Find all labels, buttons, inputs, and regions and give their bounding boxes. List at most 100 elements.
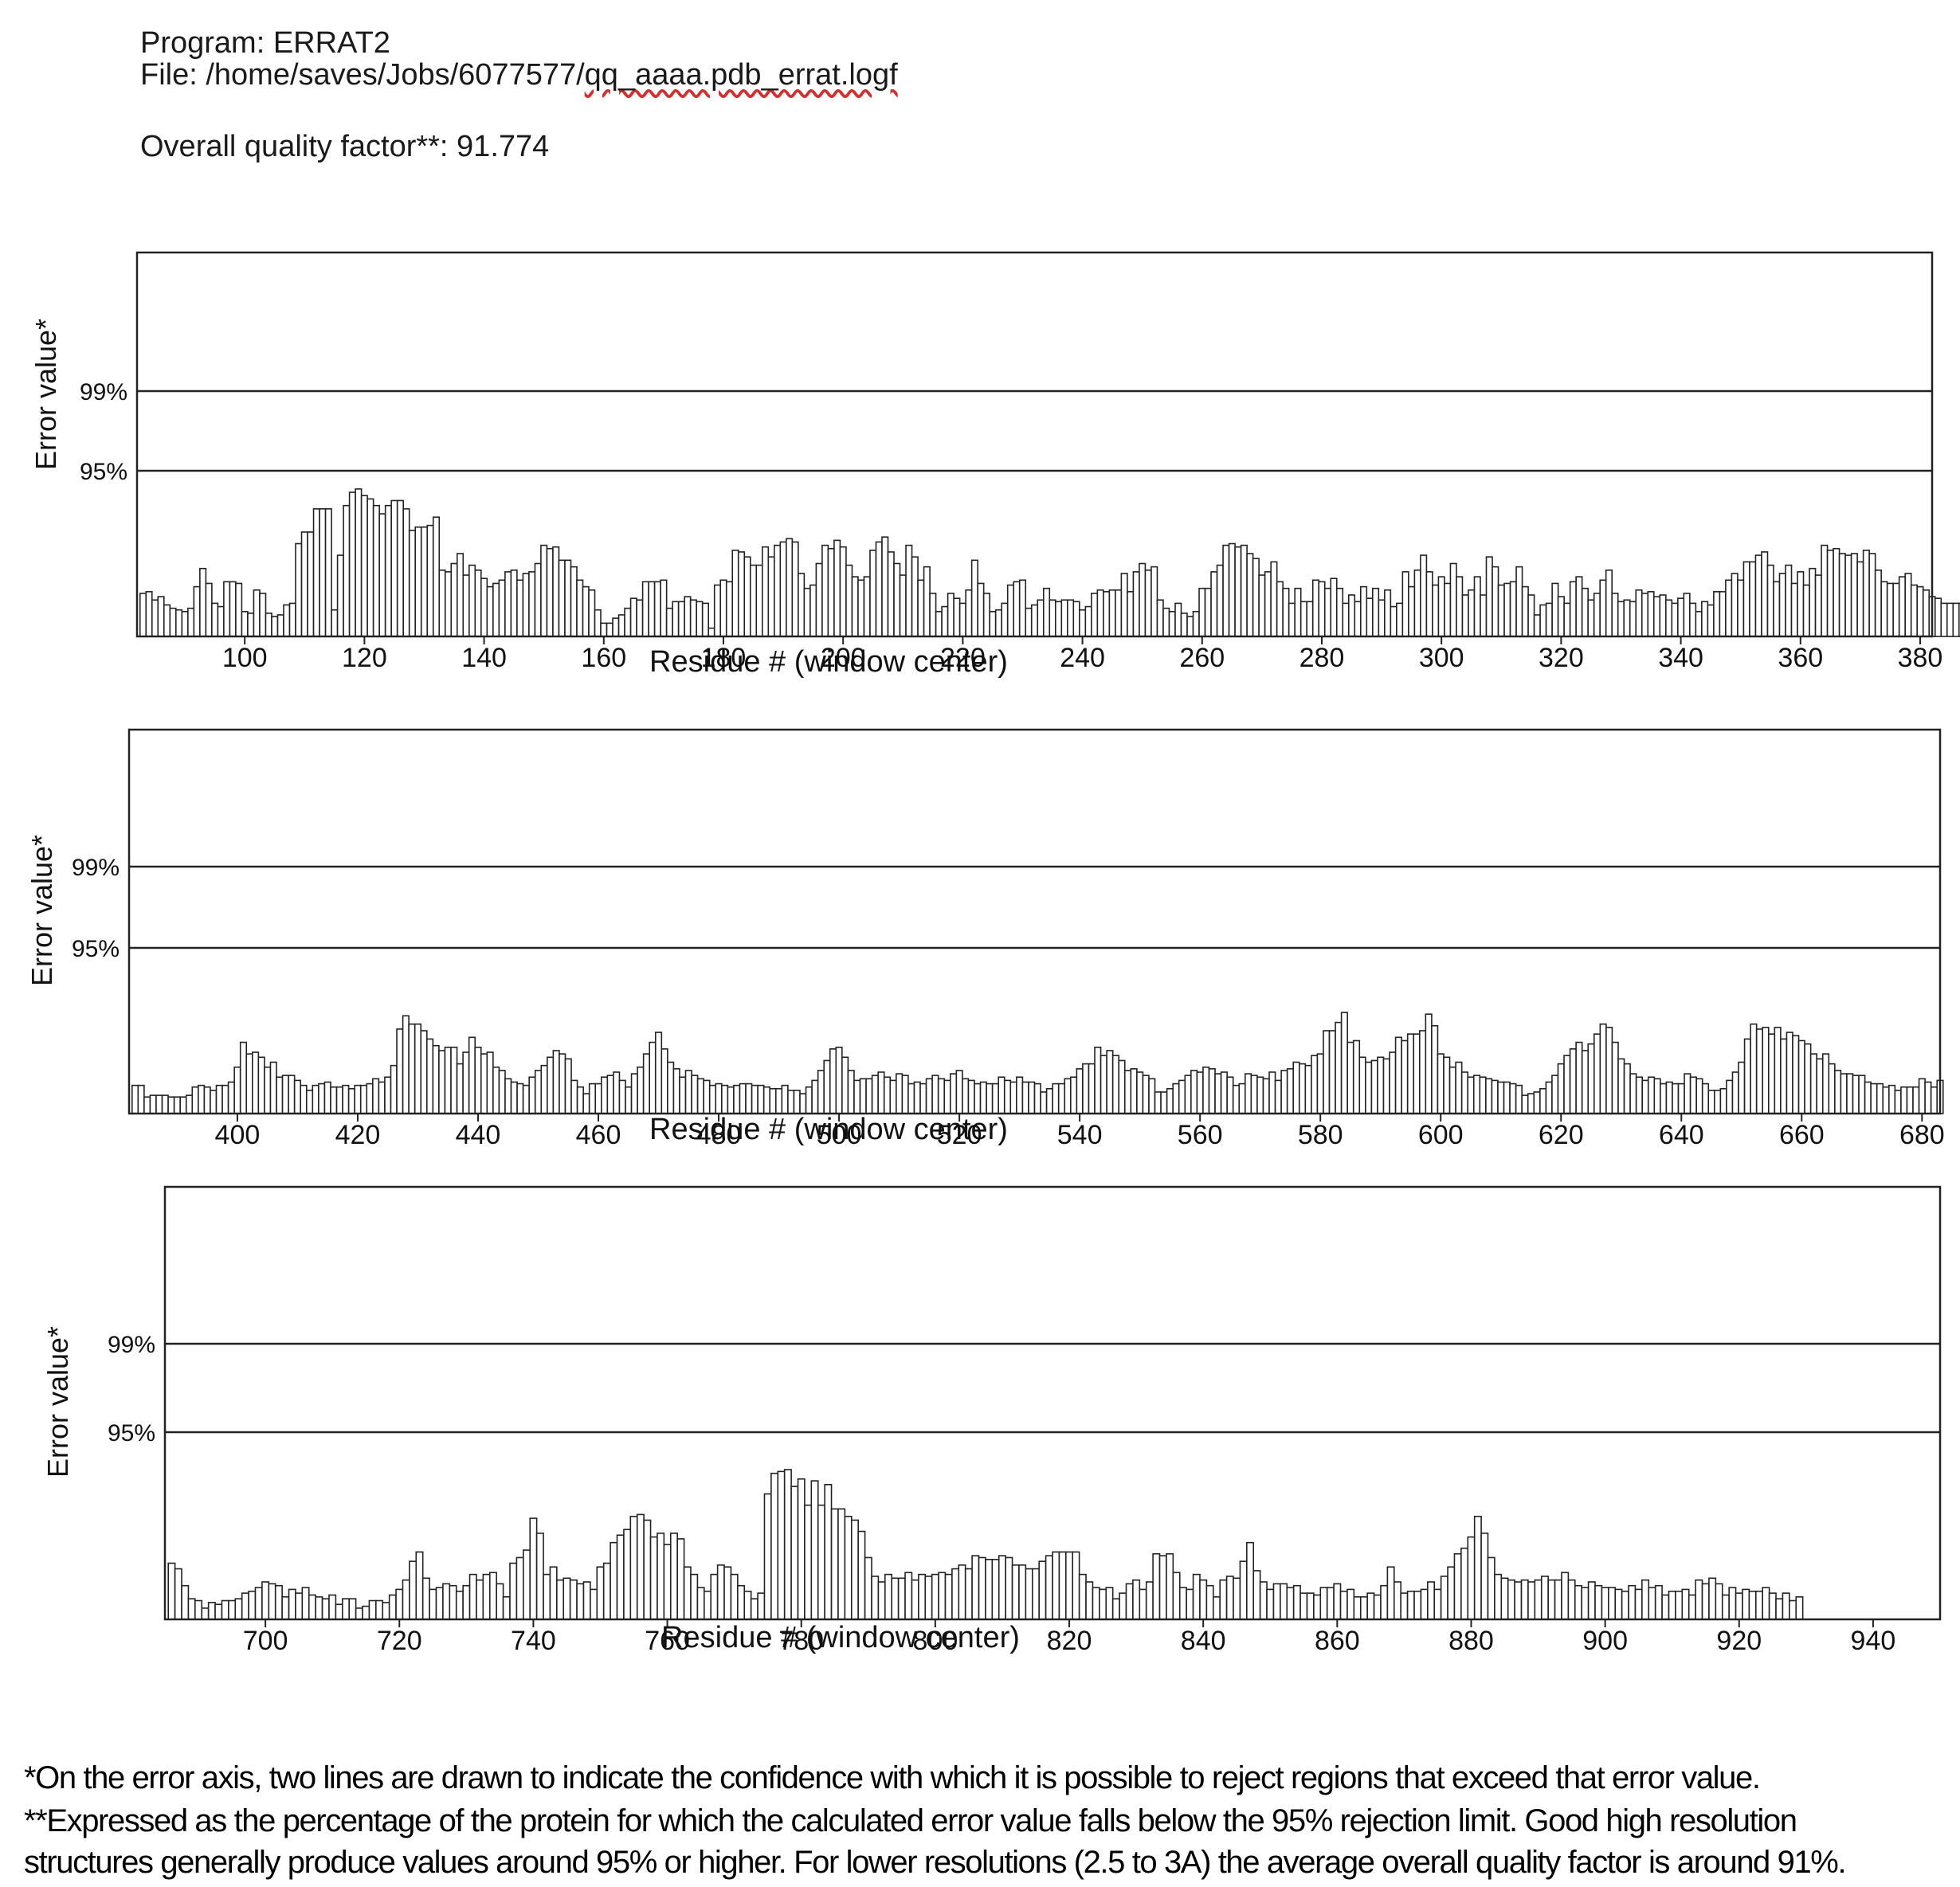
error-bar xyxy=(1790,582,1798,637)
error-bar xyxy=(998,1076,1005,1114)
error-bar xyxy=(965,589,973,637)
error-bar xyxy=(829,1048,837,1114)
error-bar xyxy=(384,1076,392,1114)
error-bar xyxy=(1930,1086,1938,1114)
file-name: qq_aaaa.pdb_errat.logf xyxy=(584,58,898,92)
error-bar xyxy=(1563,602,1571,637)
error-bar xyxy=(529,1517,538,1620)
error-bar xyxy=(1359,1596,1368,1620)
error-bar xyxy=(1366,597,1374,637)
error-bar xyxy=(770,1472,779,1620)
error-bar xyxy=(444,571,453,637)
error-bar xyxy=(610,1541,618,1620)
error-bar xyxy=(1447,1566,1456,1620)
error-bar xyxy=(1593,593,1601,637)
error-bar xyxy=(194,1599,203,1620)
error-bar xyxy=(378,513,386,637)
error-bar xyxy=(1922,589,1931,637)
error-bar xyxy=(830,1508,839,1620)
error-bar xyxy=(1521,585,1529,637)
error-bar xyxy=(576,1086,584,1114)
error-bar xyxy=(167,1562,176,1620)
error-bar xyxy=(1856,561,1864,637)
x-tick-label: 540 xyxy=(1057,1120,1103,1150)
error-bar xyxy=(1204,587,1212,637)
error-bar xyxy=(1858,1075,1866,1114)
error-bar xyxy=(1413,1033,1421,1114)
error-bar xyxy=(1802,584,1810,637)
error-bar xyxy=(456,553,465,637)
error-bar xyxy=(241,1592,249,1620)
error-bar xyxy=(409,1560,417,1620)
error-bar xyxy=(865,1078,873,1114)
error-bar xyxy=(1767,1033,1776,1114)
x-tick-label: 220 xyxy=(940,643,986,673)
error-bar xyxy=(300,1084,308,1114)
error-bar xyxy=(274,1584,283,1620)
error-bar xyxy=(1672,1082,1680,1114)
error-bar xyxy=(1370,1059,1378,1114)
error-bar xyxy=(228,1599,237,1620)
error-bar xyxy=(1880,581,1888,637)
error-bar xyxy=(1792,1035,1800,1114)
error-bar xyxy=(891,1577,900,1620)
error-bar xyxy=(884,1573,893,1620)
error-bar xyxy=(1888,1084,1896,1114)
error-bar xyxy=(708,1084,717,1114)
error-bar xyxy=(1681,1588,1690,1620)
error-bar xyxy=(970,559,978,637)
error-bar xyxy=(1045,1088,1053,1114)
error-bar xyxy=(395,1588,404,1620)
error-bar xyxy=(629,1515,638,1620)
y-axis-label: Error value* xyxy=(29,319,62,470)
error-bar xyxy=(665,607,673,637)
error-bar xyxy=(1299,1592,1308,1620)
error-bar xyxy=(1420,1588,1429,1620)
error-bar xyxy=(1701,1082,1710,1114)
error-bar xyxy=(1118,1059,1126,1114)
error-bar xyxy=(853,1079,861,1114)
error-bar xyxy=(468,1573,477,1620)
error-bar xyxy=(1456,576,1464,637)
error-bar xyxy=(214,1603,223,1620)
error-bar xyxy=(911,556,919,637)
error-bar xyxy=(1011,1564,1020,1620)
error-bar xyxy=(1821,1053,1830,1114)
error-bar xyxy=(234,1598,243,1620)
error-bar xyxy=(677,601,685,637)
error-bar xyxy=(1816,1058,1824,1114)
error-bar xyxy=(1091,593,1099,637)
error-bar xyxy=(241,610,249,637)
error-bar xyxy=(1226,1076,1234,1114)
error-bar xyxy=(1900,1086,1908,1114)
error-bar xyxy=(402,508,410,637)
error-bar xyxy=(1219,1579,1228,1620)
error-bar xyxy=(901,1075,909,1114)
error-bar xyxy=(1533,1091,1541,1114)
error-bar xyxy=(1274,1079,1282,1114)
error-bar xyxy=(229,581,237,637)
error-bar xyxy=(991,1559,1000,1620)
error-bar xyxy=(869,550,877,637)
error-bar xyxy=(624,607,632,637)
error-bar xyxy=(486,1051,494,1114)
error-bar xyxy=(1005,1556,1013,1620)
error-bar xyxy=(355,488,363,637)
error-bar xyxy=(482,1573,491,1620)
error-bar xyxy=(1323,587,1332,637)
error-bar xyxy=(1444,582,1452,637)
error-bar xyxy=(362,1605,370,1620)
x-tick-label: 680 xyxy=(1899,1120,1945,1150)
error-bar xyxy=(1762,1027,1770,1114)
error-bar xyxy=(342,1084,350,1114)
error-bar xyxy=(245,1053,253,1114)
error-bar xyxy=(1156,599,1164,637)
error-bar xyxy=(636,1513,645,1620)
error-bar xyxy=(881,536,889,637)
error-bar xyxy=(1749,561,1757,637)
error-bar xyxy=(1527,1581,1536,1620)
x-tick-label: 280 xyxy=(1299,643,1345,673)
error-bar xyxy=(730,1573,739,1620)
error-bar xyxy=(534,1070,543,1114)
error-bar xyxy=(643,1519,652,1620)
